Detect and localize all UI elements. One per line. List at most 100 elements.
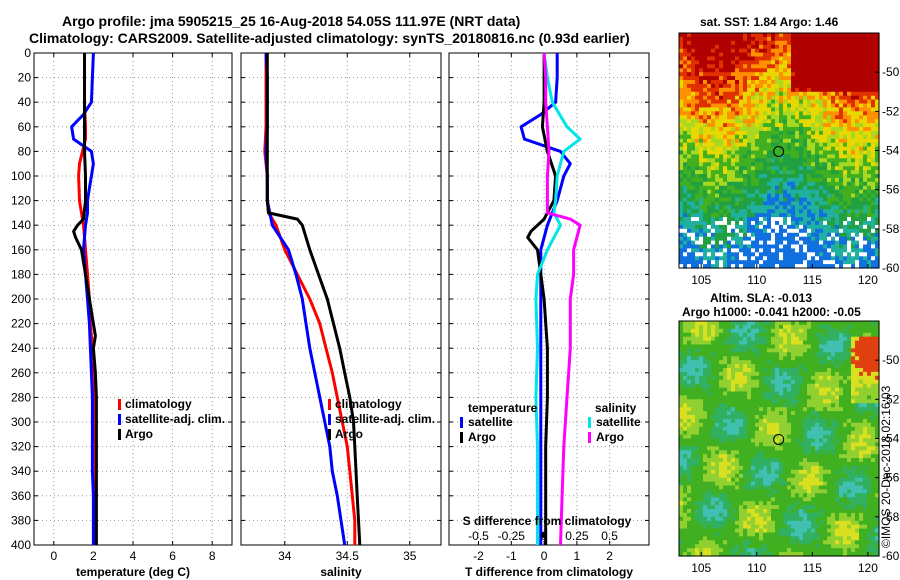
map-cell [831,360,836,365]
map-cell [827,197,832,202]
map-cell [683,146,688,152]
map-cell [735,60,740,65]
map-cell [855,111,860,116]
map-cell [759,166,764,171]
map-cell [807,33,812,38]
map-cell [739,236,744,242]
map-cell [847,91,852,97]
map-cell [751,68,756,73]
map-cell [835,383,840,389]
map-cell [739,248,744,253]
map-cell [695,418,700,424]
map-cell [731,107,736,112]
map-cell [739,336,744,342]
map-cell [683,158,688,163]
map-cell [831,158,836,163]
map-cell [847,434,852,440]
map-cell [691,264,696,269]
map-cell [851,336,856,342]
map-cell [783,99,788,105]
map-cell [827,442,832,447]
map-cell [735,83,740,89]
map-cell [743,60,748,65]
map-cell [759,371,764,377]
map-cell [683,103,688,108]
map-cell [775,395,780,400]
map-cell [851,324,856,330]
map-cell [843,442,848,447]
map-cell [803,162,808,167]
map-cell [679,422,684,428]
map-cell [687,324,692,330]
map-cell [827,228,832,234]
legend-label: Argo [335,427,363,441]
map-cell [699,324,704,330]
map-cell [759,415,764,420]
map-cell [799,446,804,451]
map-cell [727,103,732,108]
map-cell [795,352,800,357]
map-cell [687,332,692,338]
map-cell [727,130,732,136]
x-tick-label: 34 [278,549,292,563]
map-cell [695,438,700,443]
map-cell [691,40,696,46]
map-cell [867,205,872,210]
map-cell [799,256,804,261]
map-cell [751,379,756,385]
map-cell [755,221,760,226]
map-cell [783,368,788,373]
map-cell [731,446,736,451]
map-cell [707,383,712,389]
map-cell [791,193,796,199]
map-cell [871,170,876,175]
map-cell [751,150,756,155]
map-cell [823,418,828,424]
map-cell [851,72,856,77]
map-cell [719,99,724,105]
map-cell [835,130,840,136]
map-cell [699,33,704,38]
map-cell [819,240,824,246]
map-cell [827,252,832,257]
map-cell [687,64,692,69]
map-cell [767,197,772,202]
map-cell [771,189,776,195]
map-cell [707,60,712,65]
map-cell [795,150,800,155]
map-cell [719,52,724,58]
map-cell [727,256,732,261]
map-cell [691,154,696,159]
map-cell [835,213,840,218]
map-cell [819,438,824,443]
map-cell [695,127,700,132]
map-cell [875,205,880,210]
map-cell [747,264,752,269]
map-cell [739,80,744,85]
map-cell [707,450,712,455]
map-cell [855,177,860,183]
map-cell [875,44,880,50]
map-cell [783,56,788,61]
map-cell [811,87,816,93]
map-cell [827,72,832,77]
map-cell [763,434,768,440]
map-cell [699,348,704,353]
map-cell [683,379,688,385]
map-cell [807,119,812,124]
map-cell [683,107,688,112]
map-cell [839,375,844,381]
map-cell [699,181,704,187]
map-cell [855,166,860,171]
map-cell [771,87,776,93]
map-cell [755,185,760,191]
map-cell [719,422,724,428]
map-cell [855,217,860,222]
map-cell [827,356,832,361]
map-cell [807,91,812,97]
map-cell [807,138,812,144]
map-cell [863,371,868,377]
map-cell [787,154,792,159]
map-cell [795,193,800,199]
map-cell [763,111,768,116]
